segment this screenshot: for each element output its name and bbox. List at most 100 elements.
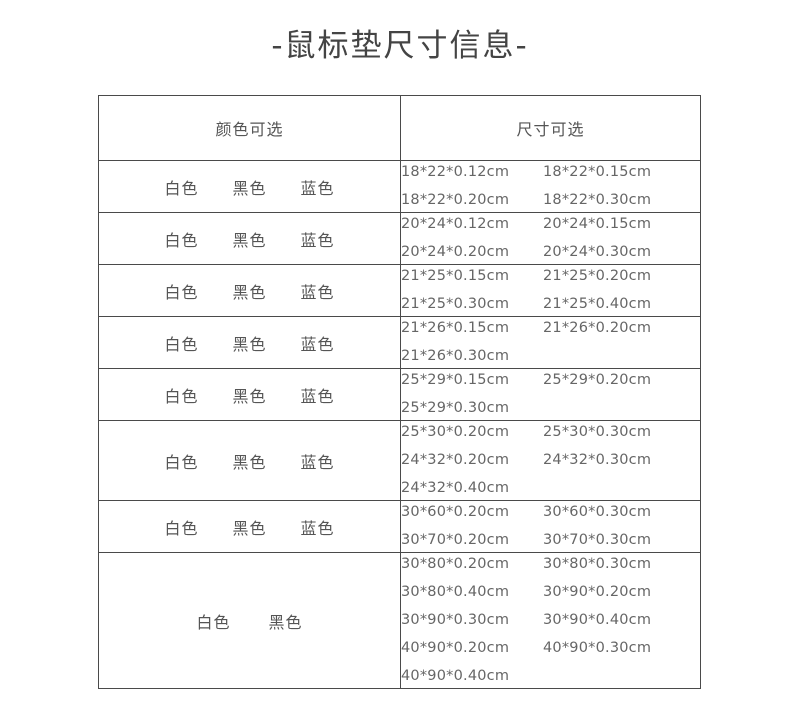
- color-option[interactable]: 白色: [164, 282, 199, 302]
- color-option[interactable]: 黑色: [232, 518, 267, 538]
- size-option-list: 30*60*0.20cm 30*60*0.30cm 30*70*0.20cm 30*7…: [401, 501, 700, 552]
- size-option-list: 18*22*0.12cm 18*22*0.15cm 18*22*0.20cm 18*2…: [401, 161, 700, 212]
- color-option[interactable]: 黑色: [232, 452, 267, 472]
- size-options-cell: 25*29*0.15cm 25*29*0.20cm 25*29*0.30cm: [400, 368, 701, 421]
- color-options-cell: 白色 黑色 蓝色: [98, 212, 401, 265]
- color-option-list: 白色 黑色 蓝色: [99, 449, 400, 473]
- size-option[interactable]: 25*30*0.30cm: [543, 424, 652, 440]
- size-options-cell: 21*25*0.15cm 21*25*0.20cm 21*25*0.30cm 21*2…: [400, 264, 701, 317]
- table-row: 白色 黑色 蓝色 21*26*0.15cm 21*26*0.20cm 21*26*0.30…: [98, 316, 701, 369]
- size-info-table: 颜色可选 尺寸可选 白色 黑色 蓝色 18*22*0.12cm 18*22*0.15cm…: [98, 95, 701, 689]
- size-option[interactable]: 18*22*0.15cm: [543, 164, 652, 180]
- table-row: 白色 黑色 蓝色 30*60*0.20cm 30*60*0.30cm 30*70*0.20…: [98, 500, 701, 553]
- size-option[interactable]: 25*29*0.30cm: [401, 400, 510, 416]
- color-option-list: 白色 黑色 蓝色: [99, 515, 400, 539]
- size-option-list: 25*29*0.15cm 25*29*0.20cm 25*29*0.30cm: [401, 369, 700, 420]
- size-option[interactable]: 21*26*0.20cm: [543, 320, 652, 336]
- color-option[interactable]: 蓝色: [300, 282, 335, 302]
- color-option[interactable]: 白色: [164, 230, 199, 250]
- size-option[interactable]: 21*25*0.40cm: [543, 296, 652, 312]
- size-options-cell: 30*80*0.20cm 30*80*0.30cm 30*80*0.40cm 30*9…: [400, 552, 701, 689]
- size-option[interactable]: 40*90*0.40cm: [401, 668, 510, 684]
- color-option[interactable]: 蓝色: [300, 518, 335, 538]
- size-options-cell: 25*30*0.20cm 25*30*0.30cm 24*32*0.20cm 24*3…: [400, 420, 701, 501]
- size-option[interactable]: 20*24*0.20cm: [401, 244, 510, 260]
- color-option-list: 白色 黑色 蓝色: [99, 175, 400, 199]
- color-options-cell: 白色 黑色 蓝色: [98, 368, 401, 421]
- size-option[interactable]: 24*32*0.20cm: [401, 452, 510, 468]
- table-header: 颜色可选 尺寸可选: [98, 95, 701, 161]
- size-option[interactable]: 30*80*0.40cm: [401, 584, 510, 600]
- size-option[interactable]: 30*70*0.30cm: [543, 532, 652, 548]
- size-option-list: 30*80*0.20cm 30*80*0.30cm 30*80*0.40cm 30*9…: [401, 553, 700, 688]
- table-header-row: 颜色可选 尺寸可选: [98, 95, 701, 161]
- size-option[interactable]: 20*24*0.15cm: [543, 216, 652, 232]
- table-row: 白色 黑色 蓝色 18*22*0.12cm 18*22*0.15cm 18*22*0.20…: [98, 160, 701, 213]
- size-option[interactable]: 24*32*0.40cm: [401, 480, 510, 496]
- size-option[interactable]: 20*24*0.12cm: [401, 216, 510, 232]
- size-option-list: 20*24*0.12cm 20*24*0.15cm 20*24*0.20cm 20*2…: [401, 213, 700, 264]
- color-option[interactable]: 黑色: [232, 334, 267, 354]
- color-option-list: 白色 黑色: [99, 609, 400, 633]
- color-option[interactable]: 蓝色: [300, 386, 335, 406]
- table-row: 白色 黑色 蓝色 21*25*0.15cm 21*25*0.20cm 21*25*0.30…: [98, 264, 701, 317]
- size-options-cell: 21*26*0.15cm 21*26*0.20cm 21*26*0.30cm: [400, 316, 701, 369]
- table-body: 白色 黑色 蓝色 18*22*0.12cm 18*22*0.15cm 18*22*0.20…: [98, 160, 701, 689]
- size-option[interactable]: 30*70*0.20cm: [401, 532, 510, 548]
- size-option[interactable]: 18*22*0.20cm: [401, 192, 510, 208]
- color-option[interactable]: 黑色: [232, 230, 267, 250]
- size-option-list: 21*25*0.15cm 21*25*0.20cm 21*25*0.30cm 21*2…: [401, 265, 700, 316]
- size-option[interactable]: 40*90*0.20cm: [401, 640, 510, 656]
- color-option[interactable]: 蓝色: [300, 230, 335, 250]
- color-option[interactable]: 黑色: [232, 282, 267, 302]
- size-option[interactable]: 18*22*0.30cm: [543, 192, 652, 208]
- size-option[interactable]: 30*80*0.20cm: [401, 556, 510, 572]
- size-option[interactable]: 18*22*0.12cm: [401, 164, 510, 180]
- color-option[interactable]: 蓝色: [300, 452, 335, 472]
- page-title: -鼠标垫尺寸信息-: [271, 28, 529, 64]
- table-row: 白色 黑色 蓝色 25*30*0.20cm 25*30*0.30cm 24*32*0.20…: [98, 420, 701, 501]
- size-option[interactable]: 20*24*0.30cm: [543, 244, 652, 260]
- size-option[interactable]: 30*60*0.20cm: [401, 504, 510, 520]
- size-option[interactable]: 25*30*0.20cm: [401, 424, 510, 440]
- color-option[interactable]: 蓝色: [300, 178, 335, 198]
- size-option[interactable]: 25*29*0.20cm: [543, 372, 652, 388]
- color-options-cell: 白色 黑色 蓝色: [98, 160, 401, 213]
- color-option-list: 白色 黑色 蓝色: [99, 383, 400, 407]
- size-option[interactable]: 21*25*0.15cm: [401, 268, 510, 284]
- size-options-cell: 18*22*0.12cm 18*22*0.15cm 18*22*0.20cm 18*2…: [400, 160, 701, 213]
- color-option[interactable]: 白色: [164, 518, 199, 538]
- size-option-list: 21*26*0.15cm 21*26*0.20cm 21*26*0.30cm: [401, 317, 700, 368]
- size-option[interactable]: 21*26*0.15cm: [401, 320, 510, 336]
- color-option[interactable]: 黑色: [268, 612, 303, 632]
- size-options-cell: 30*60*0.20cm 30*60*0.30cm 30*70*0.20cm 30*7…: [400, 500, 701, 553]
- table-row: 白色 黑色 蓝色 25*29*0.15cm 25*29*0.20cm 25*29*0.30…: [98, 368, 701, 421]
- size-option[interactable]: 40*90*0.30cm: [543, 640, 652, 656]
- color-options-cell: 白色 黑色: [98, 552, 401, 689]
- color-option[interactable]: 白色: [164, 178, 199, 198]
- size-option[interactable]: 21*26*0.30cm: [401, 348, 510, 364]
- color-option[interactable]: 白色: [164, 452, 199, 472]
- color-option-list: 白色 黑色 蓝色: [99, 279, 400, 303]
- size-option[interactable]: 21*25*0.20cm: [543, 268, 652, 284]
- color-option[interactable]: 黑色: [232, 386, 267, 406]
- size-option[interactable]: 24*32*0.30cm: [543, 452, 652, 468]
- color-option[interactable]: 白色: [196, 612, 231, 632]
- size-option[interactable]: 25*29*0.15cm: [401, 372, 510, 388]
- color-option[interactable]: 蓝色: [300, 334, 335, 354]
- color-option[interactable]: 白色: [164, 386, 199, 406]
- color-option-list: 白色 黑色 蓝色: [99, 227, 400, 251]
- size-option[interactable]: 30*80*0.30cm: [543, 556, 652, 572]
- size-option-list: 25*30*0.20cm 25*30*0.30cm 24*32*0.20cm 24*3…: [401, 421, 700, 500]
- size-option[interactable]: 30*90*0.40cm: [543, 612, 652, 628]
- size-options-cell: 20*24*0.12cm 20*24*0.15cm 20*24*0.20cm 20*2…: [400, 212, 701, 265]
- color-options-cell: 白色 黑色 蓝色: [98, 420, 401, 501]
- size-option[interactable]: 21*25*0.30cm: [401, 296, 510, 312]
- size-option[interactable]: 30*90*0.20cm: [543, 584, 652, 600]
- color-option[interactable]: 黑色: [232, 178, 267, 198]
- table-row: 白色 黑色 蓝色 20*24*0.12cm 20*24*0.15cm 20*24*0.20…: [98, 212, 701, 265]
- header-color-options: 颜色可选: [98, 95, 401, 161]
- size-option[interactable]: 30*60*0.30cm: [543, 504, 652, 520]
- size-option[interactable]: 30*90*0.30cm: [401, 612, 510, 628]
- color-option[interactable]: 白色: [164, 334, 199, 354]
